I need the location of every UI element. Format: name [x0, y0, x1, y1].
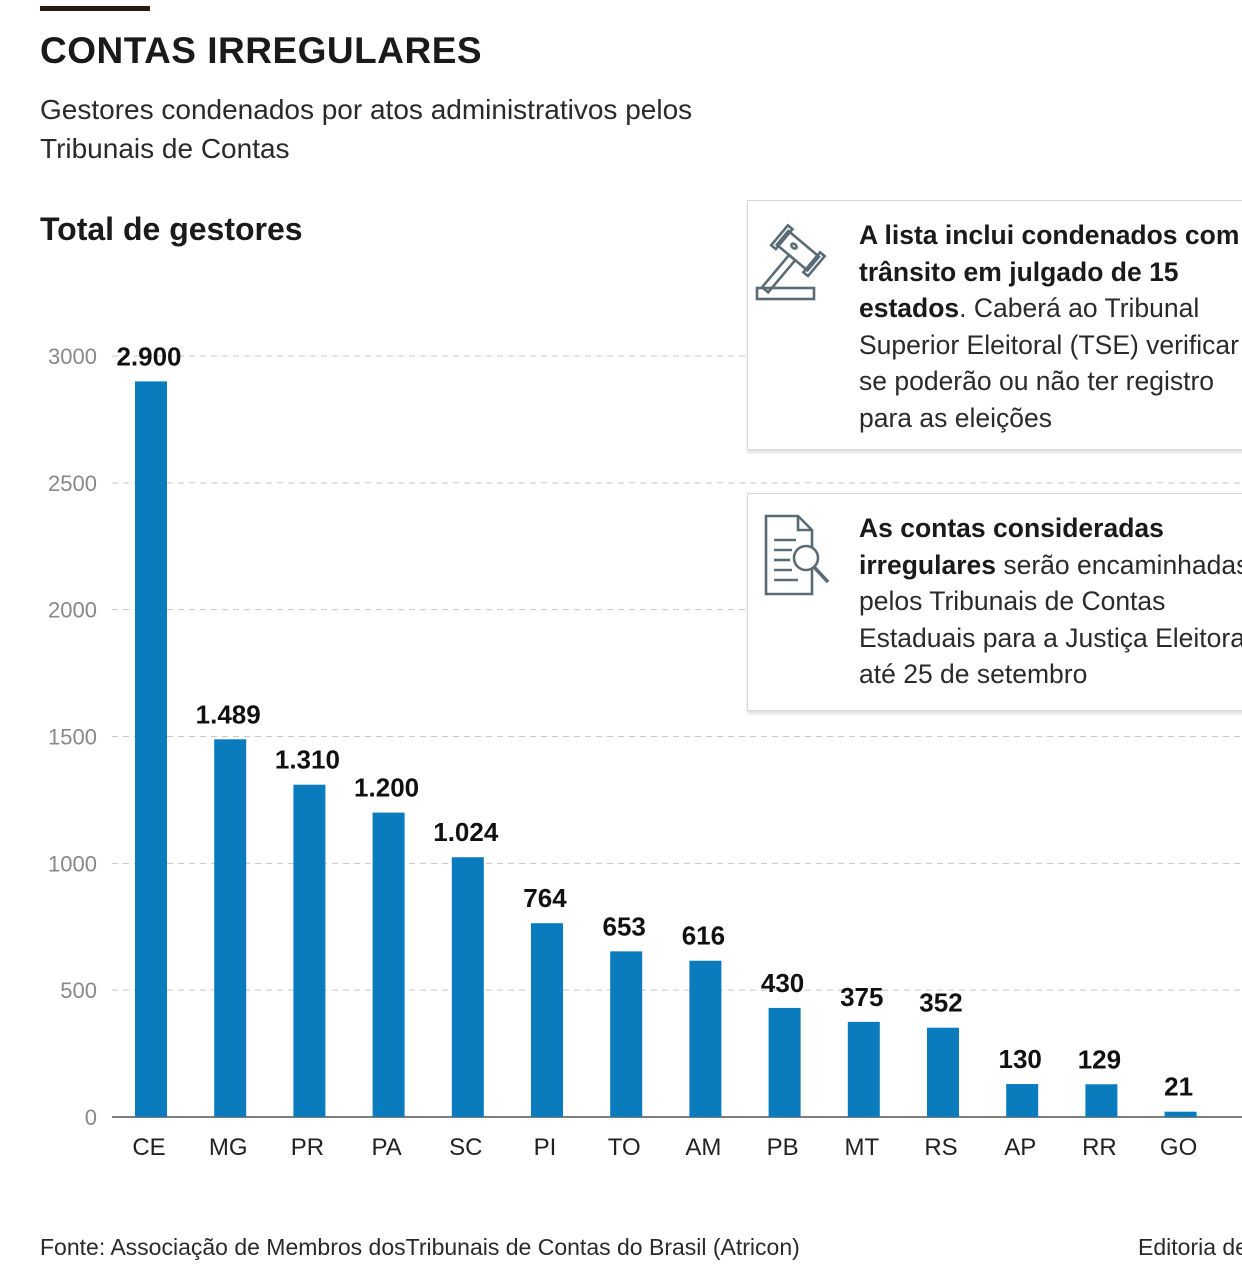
value-label: 352 — [919, 988, 962, 1018]
x-tick-label: MG — [209, 1134, 248, 1161]
bar-pa — [372, 812, 405, 1117]
x-tick-label: AP — [1004, 1134, 1036, 1161]
bar-rr — [1085, 1084, 1118, 1117]
page-title: CONTAS IRREGULARES — [40, 30, 483, 71]
x-tick-label: CE — [132, 1134, 165, 1161]
value-label: 430 — [761, 968, 804, 998]
bar-to — [610, 951, 643, 1117]
bar-pb — [768, 1007, 801, 1117]
x-tick-label: PR — [291, 1134, 324, 1161]
value-label: 375 — [840, 982, 883, 1012]
bar-pi — [531, 923, 563, 1117]
source-note: Fonte: Associação de Membros dosTribunai… — [40, 1234, 800, 1260]
y-tick-label: 3000 — [48, 344, 97, 369]
value-label: 130 — [999, 1044, 1042, 1074]
x-tick-label: MT — [844, 1134, 879, 1161]
bar-mg — [214, 739, 247, 1117]
y-tick-label: 2500 — [48, 471, 97, 496]
x-tick-label: PB — [767, 1134, 799, 1161]
x-tick-label: AM — [685, 1134, 721, 1161]
x-tick-label: PA — [371, 1134, 401, 1161]
top-rule — [40, 6, 150, 11]
value-label: 2.900 — [116, 341, 181, 371]
value-label: 616 — [682, 921, 725, 951]
info-bold-verdict: A lista inclui condenados com trânsito e… — [859, 220, 1240, 323]
bar-am — [689, 960, 722, 1117]
bar-sc — [451, 857, 484, 1117]
bar-pr — [293, 784, 326, 1117]
credit-note: Editoria de — [1138, 1234, 1242, 1260]
value-label: 1.200 — [354, 773, 419, 803]
page-subtitle: Gestores condenados por atos administrat… — [40, 94, 693, 164]
info-text-verdict: A lista inclui condenados com trânsito e… — [859, 217, 1242, 436]
value-label: 1.489 — [196, 699, 261, 729]
y-tick-label: 0 — [85, 1105, 97, 1130]
x-tick-label: TO — [608, 1134, 641, 1161]
y-tick-label: 500 — [60, 978, 97, 1003]
value-label: 1.024 — [433, 817, 499, 847]
value-label: 1.310 — [275, 745, 340, 775]
info-bold-accounts: As contas consideradas irregulares — [859, 513, 1164, 580]
info-text-accounts: As contas consideradas irregulares serão… — [859, 510, 1242, 693]
y-tick-label: 1000 — [48, 851, 97, 876]
value-label: 129 — [1078, 1044, 1121, 1074]
gavel-icon — [754, 213, 850, 314]
bar-mt — [847, 1021, 880, 1117]
chart-title: Total de gestores — [40, 211, 303, 247]
info-box-verdict: A lista inclui condenados com trânsito e… — [747, 200, 1242, 450]
x-tick-label: PI — [534, 1134, 557, 1161]
bar-rs — [927, 1027, 959, 1117]
x-tick-label: RR — [1082, 1134, 1117, 1161]
info-rest-verdict: . Caberá ao Tribunal Superior Eleitoral … — [859, 293, 1239, 433]
bar-go — [1164, 1111, 1197, 1117]
x-tick-label: SC — [449, 1134, 482, 1161]
value-label: 764 — [523, 883, 567, 913]
x-tick-label: RS — [924, 1134, 957, 1161]
bar-ce — [135, 381, 167, 1117]
value-label: 653 — [603, 911, 646, 941]
y-tick-label: 1500 — [48, 725, 97, 750]
info-box-accounts: As contas consideradas irregulares serão… — [747, 493, 1242, 711]
y-tick-label: 2000 — [48, 598, 97, 623]
info-rest-accounts: serão encaminhadas pelos Tribunais de Co… — [859, 549, 1242, 690]
bar-ap — [1006, 1084, 1039, 1117]
value-label: 21 — [1164, 1072, 1193, 1102]
x-tick-label: GO — [1160, 1134, 1197, 1161]
document-search-icon — [754, 506, 850, 607]
